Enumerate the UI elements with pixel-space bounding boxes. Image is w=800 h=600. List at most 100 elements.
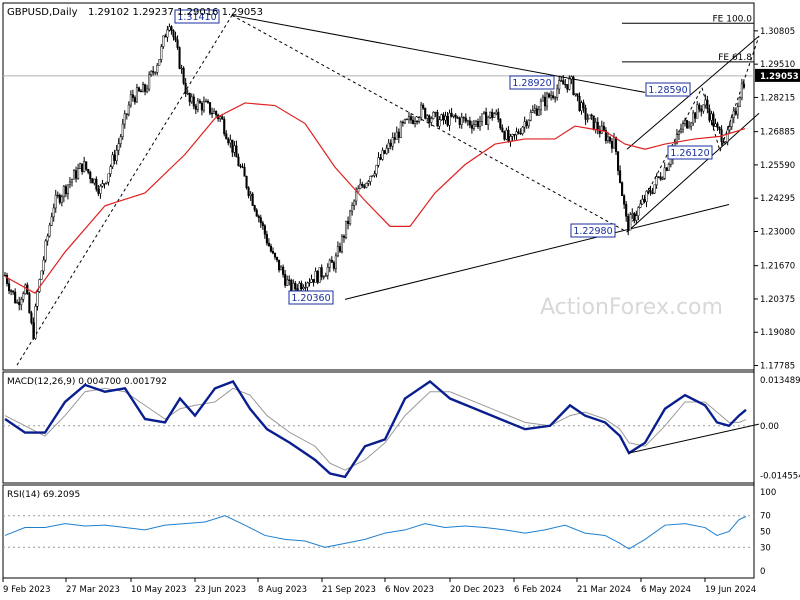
- candle-body: [730, 117, 733, 127]
- candle-body: [487, 116, 490, 125]
- candle-body: [554, 97, 557, 99]
- candle-body: [586, 118, 589, 120]
- time-tick-label: 9 Feb 2023: [3, 585, 51, 595]
- candle-body: [525, 121, 528, 127]
- candle-body: [72, 170, 76, 180]
- candle-body: [631, 213, 634, 215]
- candle-body: [367, 181, 370, 184]
- candle-body: [395, 131, 398, 140]
- candle-body: [704, 99, 707, 106]
- candle-body: [438, 119, 441, 127]
- candle-body: [265, 234, 268, 244]
- candle-body: [478, 121, 482, 127]
- trendline-3: [626, 35, 760, 150]
- trendline-4: [16, 15, 233, 366]
- candle-body: [722, 141, 725, 144]
- candle-body: [326, 266, 329, 276]
- candle-body: [300, 282, 303, 290]
- candle-body: [83, 161, 86, 172]
- candle-body: [306, 282, 309, 288]
- price-label-1: 1.28920: [512, 78, 551, 89]
- moving-average-layer: [4, 102, 746, 294]
- candle-body: [424, 107, 427, 119]
- candle-body: [79, 163, 82, 169]
- time-tick-label: 23 Jun 2023: [195, 585, 246, 595]
- candle-body: [162, 35, 165, 47]
- candle-body: [639, 203, 642, 208]
- candle-body: [97, 188, 100, 194]
- price-label-3: 1.26120: [670, 148, 709, 159]
- candle-body: [10, 290, 13, 292]
- candle-body: [139, 90, 143, 93]
- candle-body: [458, 117, 461, 125]
- candle-body: [665, 167, 668, 171]
- price-tick-label: 1.17785: [760, 362, 795, 372]
- time-tick-label: 10 May 2023: [131, 585, 186, 595]
- candle-body: [700, 108, 703, 112]
- candle-body: [675, 134, 678, 144]
- candle-body: [405, 118, 408, 121]
- candle-body: [407, 116, 411, 120]
- candle-body: [592, 115, 595, 130]
- rsi-tick-label: 0: [760, 567, 765, 577]
- candle-body: [344, 220, 348, 238]
- candle-body: [30, 312, 33, 323]
- candle-body: [241, 166, 244, 168]
- candle-body: [284, 274, 287, 286]
- candle-body: [304, 286, 307, 289]
- candle-body: [215, 110, 218, 116]
- candle-body: [556, 88, 559, 98]
- candle-body: [273, 252, 277, 258]
- candle-body: [44, 240, 47, 261]
- candle-body: [257, 215, 260, 218]
- time-tick-label: 6 Nov 2023: [385, 585, 434, 595]
- candle-body: [146, 88, 149, 92]
- candle-body: [192, 96, 195, 107]
- candle-body: [681, 123, 685, 130]
- candle-body: [363, 185, 366, 188]
- candle-body: [385, 148, 388, 154]
- candle-body: [375, 164, 378, 175]
- candle-body: [269, 245, 272, 252]
- candle-body: [442, 114, 445, 121]
- candle-body: [452, 114, 455, 117]
- last-price-label: 1.29053: [760, 72, 799, 82]
- rsi-tick-label: 50: [760, 528, 771, 538]
- candle-body: [357, 188, 360, 193]
- candle-body: [732, 110, 735, 118]
- candle-body: [529, 112, 532, 121]
- candle-body: [330, 259, 333, 263]
- candle-body: [298, 282, 301, 291]
- candle-body: [332, 262, 335, 269]
- candle-body: [533, 108, 536, 111]
- candle-body: [659, 176, 662, 180]
- price-tick-label: 1.19080: [760, 328, 795, 338]
- candle-body: [550, 95, 553, 98]
- time-tick-label: 20 Dec 2023: [450, 585, 504, 595]
- candle-body: [314, 270, 317, 283]
- price-label-5: 1.20360: [291, 293, 330, 304]
- candle-body: [393, 137, 396, 140]
- candle-body: [523, 121, 526, 128]
- trendline-8: [719, 35, 760, 152]
- candle-body: [694, 112, 697, 119]
- candle-body: [661, 178, 664, 180]
- candle-body: [52, 207, 55, 218]
- candle-body: [103, 183, 106, 185]
- candle-body: [133, 97, 136, 103]
- candle-body: [202, 101, 205, 111]
- candle-body: [495, 111, 498, 115]
- candle-body: [320, 267, 323, 278]
- macd-signal-line: [4, 387, 747, 471]
- candle-body: [351, 205, 354, 212]
- candle-body: [46, 235, 49, 242]
- price-label-2: 1.28590: [648, 85, 687, 96]
- candle-body: [95, 178, 98, 190]
- candle-body: [539, 100, 542, 111]
- candle-body: [387, 142, 390, 149]
- candle-body: [456, 117, 459, 119]
- candle-body: [50, 216, 53, 226]
- candle-body: [174, 36, 177, 41]
- candle-body: [519, 132, 522, 135]
- candle-body: [280, 266, 283, 271]
